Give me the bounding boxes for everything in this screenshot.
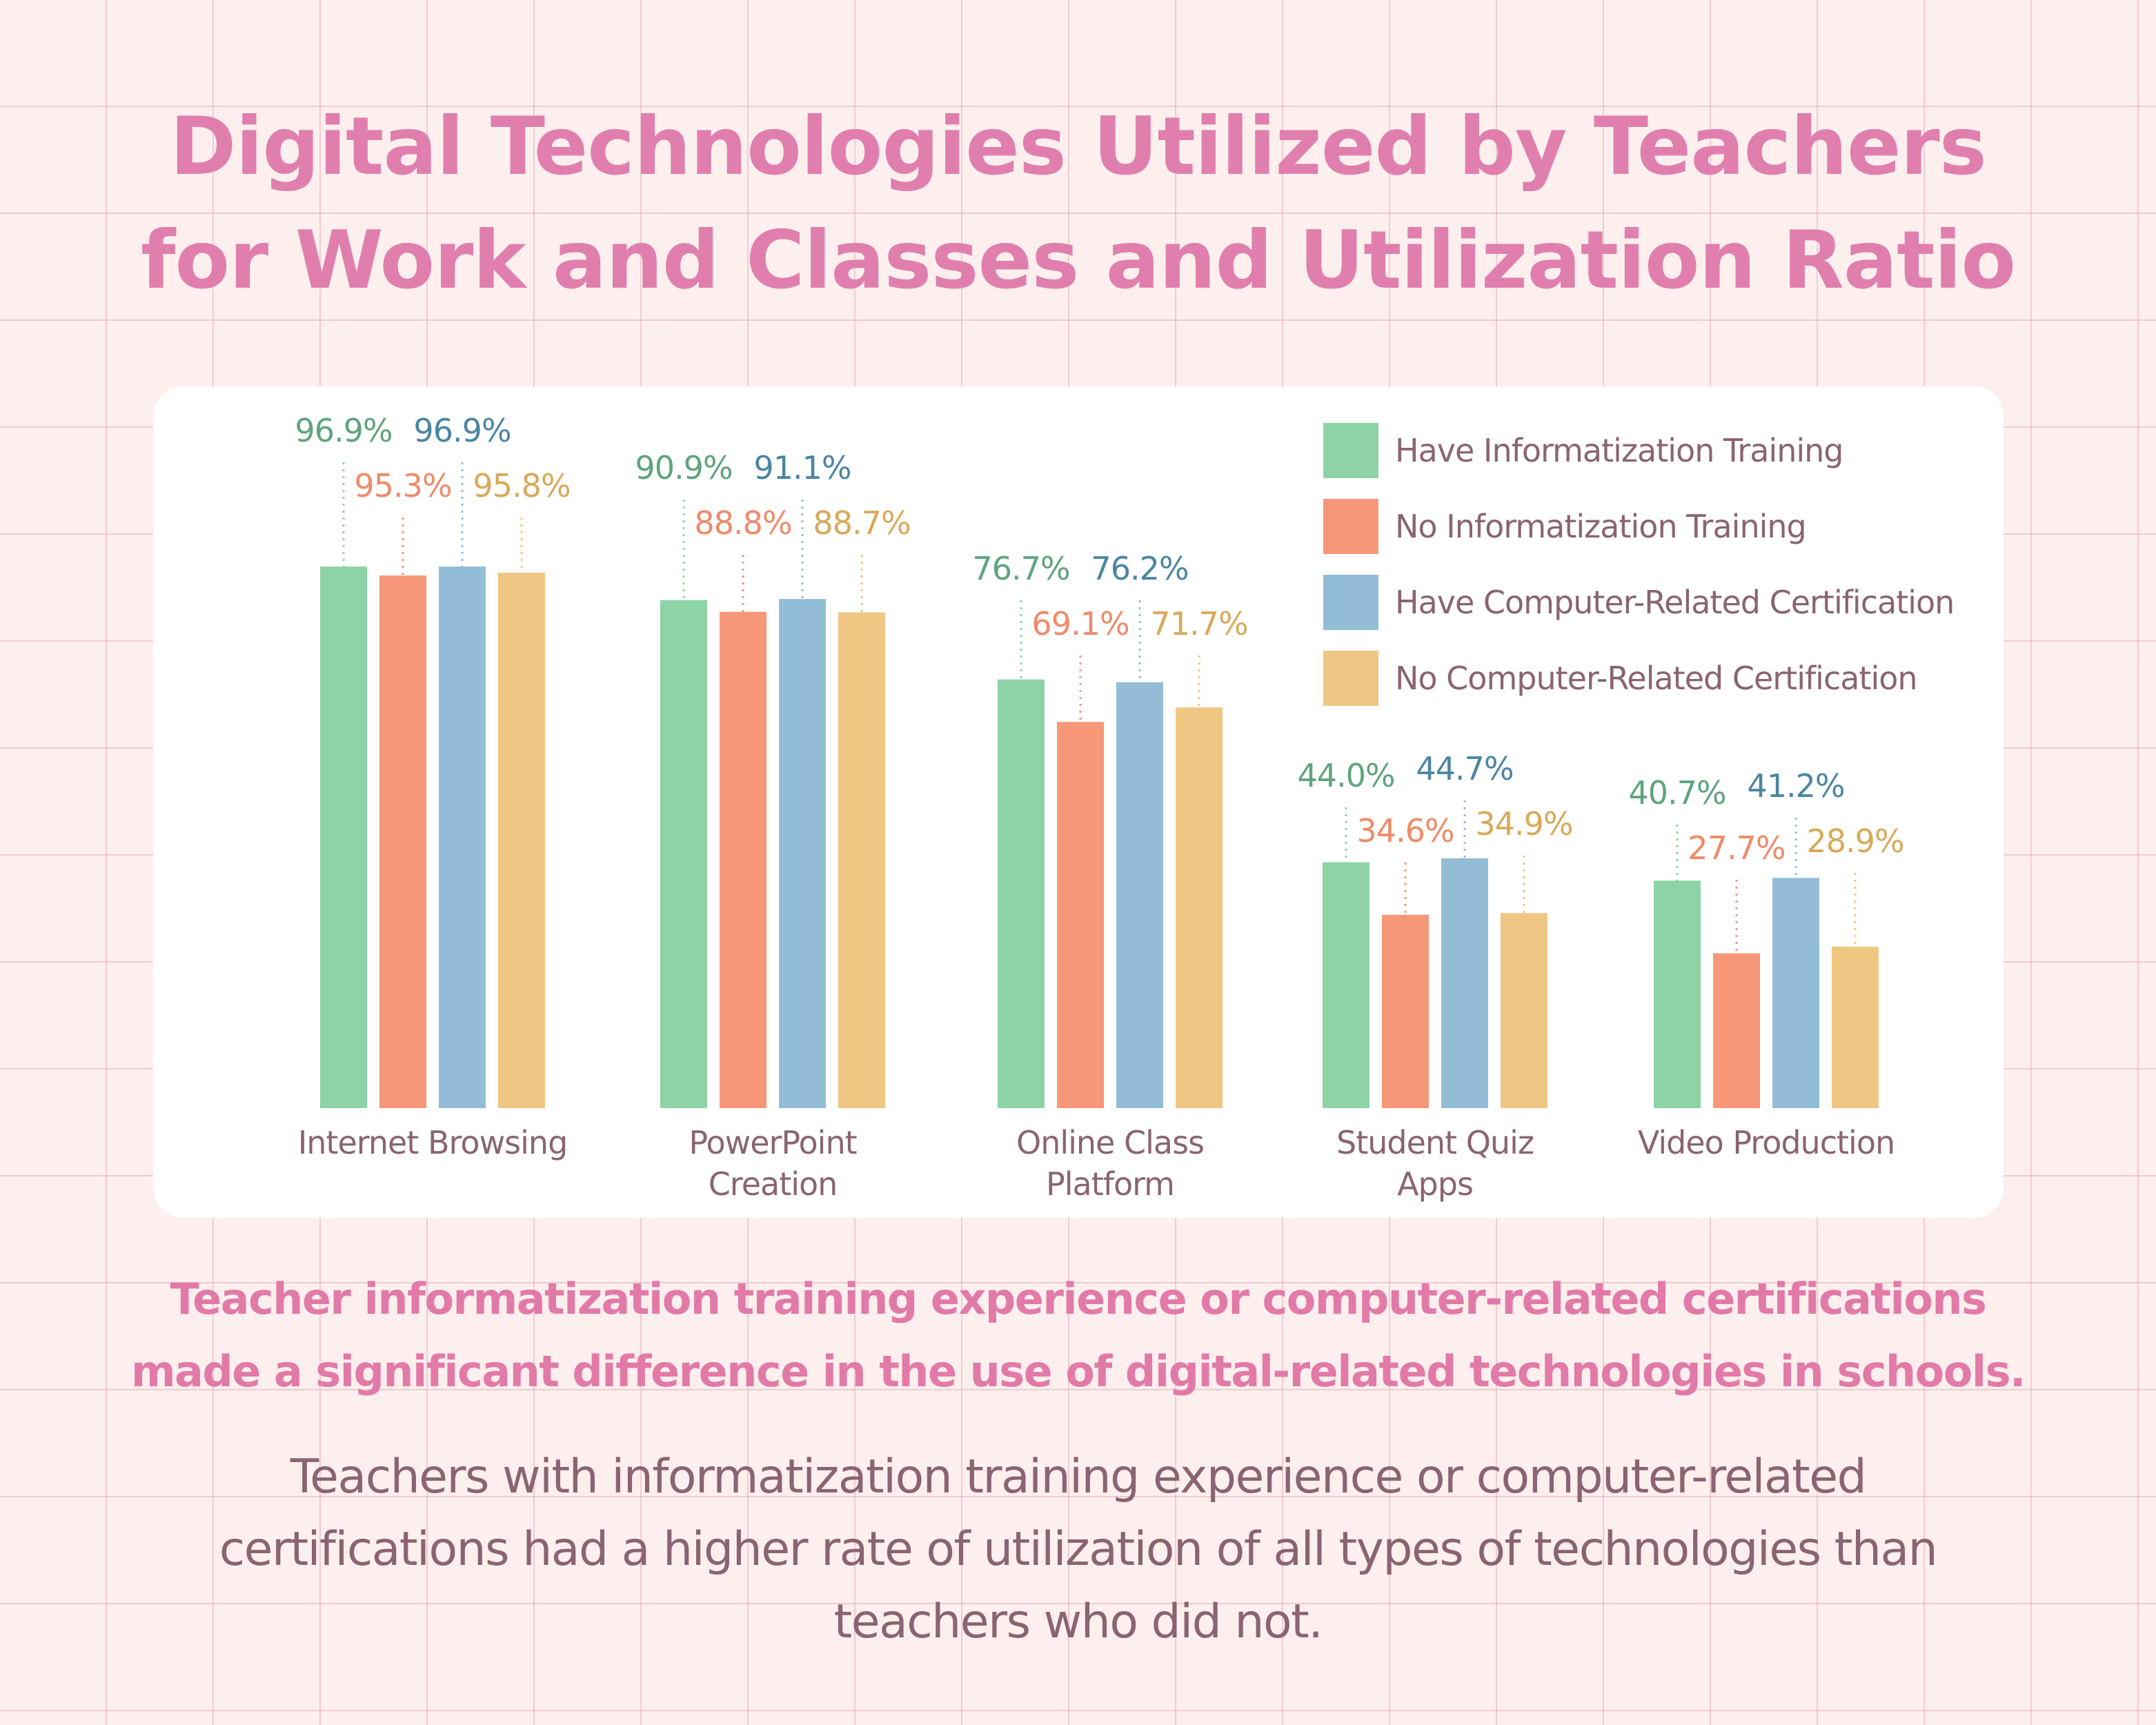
bar-group [320, 566, 1879, 1108]
category-label: Student Quiz [1336, 1124, 1534, 1161]
bar-value-label: 95.8% [473, 467, 570, 504]
category-label-group: Internet Browsing PowerPoint Creation Onlin… [298, 1124, 1895, 1203]
bar-value-label: 44.0% [1297, 757, 1394, 794]
chart-title-line-2: for Work and Classes and Utilization Rat… [140, 214, 2016, 307]
bar-chart: 96.9% 95.3% 96.9% 95.8% 90.9% 88.8% 91.1% 88.7%… [295, 412, 1905, 1203]
chart-title-line-1: Digital Technologies Utilized by Teacher… [170, 100, 1987, 193]
bar [320, 566, 367, 1108]
bar [1832, 946, 1879, 1108]
bar-value-label: 96.9% [295, 412, 392, 449]
legend-swatch-blue [1323, 575, 1378, 630]
bar-value-label: 27.7% [1688, 829, 1785, 867]
summary-line-3: teachers who did not. [833, 1595, 1323, 1649]
bar [998, 679, 1045, 1108]
bar-label-group: 96.9% 95.3% 96.9% 95.8% 90.9% 88.8% 91.1% 88.7%… [295, 412, 1905, 954]
bar [1382, 914, 1429, 1108]
bar-value-label: 96.9% [413, 412, 511, 449]
category-label: PowerPoint [689, 1124, 856, 1161]
category-label: Online Class [1016, 1124, 1204, 1161]
bar [779, 599, 826, 1108]
bar-value-label: 90.9% [635, 449, 732, 486]
bar-value-label: 28.9% [1806, 822, 1903, 860]
legend-item-have-computer-certification: Have Computer-Related Certification [1323, 564, 1999, 640]
bar-value-label: 76.7% [972, 550, 1069, 587]
bar-value-label: 88.8% [694, 504, 791, 542]
legend-label: No Informatization Training [1395, 508, 1807, 545]
legend: Have Informatization Training No Informa… [1323, 413, 1999, 716]
bar [720, 611, 767, 1108]
bar [1441, 858, 1488, 1108]
bar [1772, 878, 1819, 1108]
legend-swatch-green [1323, 423, 1378, 478]
bar [1176, 707, 1223, 1108]
summary-text: Teachers with informatization training e… [0, 1441, 2156, 1658]
bar-value-label: 88.7% [813, 504, 910, 542]
legend-item-no-informatization-training: No Informatization Training [1323, 489, 1999, 564]
key-finding-line-2: made a significant difference in the use… [130, 1346, 2026, 1397]
bar-value-label: 40.7% [1628, 774, 1725, 811]
key-finding-line-1: Teacher informatization training experie… [170, 1274, 1987, 1324]
legend-label: No Computer-Related Certification [1395, 660, 1918, 697]
category-label: Platform [1046, 1165, 1174, 1203]
bar [379, 575, 426, 1108]
bar-value-label: 71.7% [1150, 605, 1247, 642]
bar [1057, 722, 1104, 1108]
bar [439, 566, 486, 1108]
bar-value-label: 91.1% [753, 449, 851, 486]
bar [838, 612, 885, 1108]
category-label: Creation [709, 1165, 838, 1203]
bar-value-label: 69.1% [1031, 605, 1129, 642]
legend-item-no-computer-certification: No Computer-Related Certification [1323, 640, 1999, 716]
bar [1654, 880, 1701, 1108]
bar-value-label: 76.2% [1091, 550, 1188, 587]
category-label: Internet Browsing [298, 1124, 568, 1161]
bar [660, 600, 707, 1108]
summary-line-1: Teachers with informatization training e… [290, 1450, 1867, 1504]
bar-value-label: 34.9% [1475, 805, 1572, 842]
summary-line-2: certifications had a higher rate of util… [219, 1522, 1938, 1577]
legend-label: Have Informatization Training [1395, 432, 1843, 469]
bar [1323, 862, 1369, 1108]
bar [1116, 682, 1163, 1108]
bar-value-label: 95.3% [354, 467, 451, 504]
key-finding-heading: Teacher informatization training experie… [0, 1263, 2156, 1408]
bar [1501, 913, 1547, 1108]
category-label: Apps [1397, 1165, 1473, 1203]
bar-value-label: 41.2% [1747, 767, 1844, 805]
bar-value-label: 34.6% [1356, 812, 1454, 849]
legend-swatch-orange [1323, 499, 1378, 554]
legend-label: Have Computer-Related Certification [1395, 584, 1955, 621]
bar-value-label: 44.7% [1416, 750, 1513, 787]
category-label: Video Production [1638, 1124, 1895, 1161]
legend-item-have-informatization-training: Have Informatization Training [1323, 413, 1999, 489]
chart-title: Digital Technologies Utilized by Teacher… [0, 90, 2156, 317]
bar [1713, 953, 1760, 1108]
legend-swatch-yellow [1323, 651, 1378, 706]
bar [498, 573, 545, 1108]
